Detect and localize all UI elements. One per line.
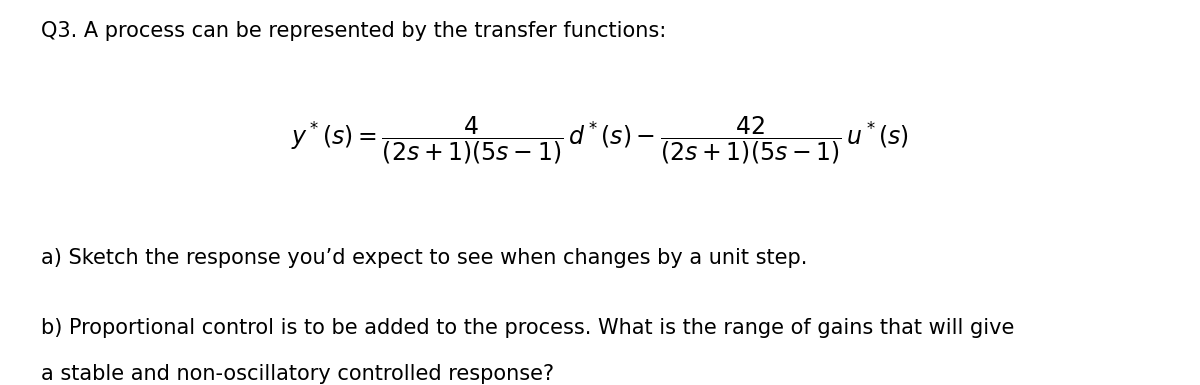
Text: b) Proportional control is to be added to the process. What is the range of gain: b) Proportional control is to be added t… [41, 318, 1014, 338]
Text: $y^*(s) = \dfrac{4}{(2s+1)(5s-1)}\,d^*(s) - \dfrac{42}{(2s+1)(5s-1)}\,u^*(s)$: $y^*(s) = \dfrac{4}{(2s+1)(5s-1)}\,d^*(s… [292, 115, 908, 166]
Text: a stable and non-oscillatory controlled response?: a stable and non-oscillatory controlled … [41, 364, 554, 384]
Text: Q3. A process can be represented by the transfer functions:: Q3. A process can be represented by the … [41, 21, 666, 41]
Text: a) Sketch the response you’d expect to see when changes by a unit step.: a) Sketch the response you’d expect to s… [41, 248, 808, 268]
